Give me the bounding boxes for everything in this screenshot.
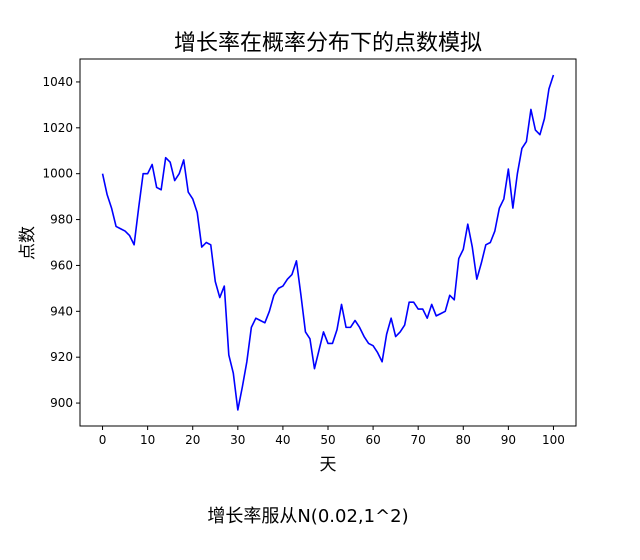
x-axis-ticks: 0 10 20 30 40 50 60 70 80 90 100 (99, 426, 565, 447)
y-tick-label: 940 (50, 304, 73, 318)
y-tick-label: 1000 (42, 167, 73, 181)
x-tick-label: 0 (99, 433, 107, 447)
x-axis-label: 天 (320, 455, 337, 475)
x-tick-label: 60 (365, 433, 380, 447)
x-tick-label: 10 (140, 433, 155, 447)
chart-caption: 增长率服从N(0.02,1^2) (207, 506, 408, 527)
plot-area: 0 10 20 30 40 50 60 70 80 90 100 90092094096098010… (42, 58, 577, 447)
y-tick-label: 1020 (42, 121, 73, 135)
y-tick-label: 1040 (42, 75, 73, 89)
series-line (101, 74, 555, 411)
chart-title: 增长率在概率分布下的点数模拟 (174, 31, 482, 56)
x-tick-label: 70 (411, 433, 426, 447)
y-axis-ticks: 900 920 940 960 980 1000 1020 1040 (42, 75, 80, 410)
x-tick-label: 80 (456, 433, 471, 447)
x-tick-label: 50 (320, 433, 335, 447)
x-tick-label: 30 (230, 433, 245, 447)
y-tick-label: 960 (50, 258, 73, 272)
y-tick-label: 900 (50, 396, 73, 410)
x-tick-label: 40 (275, 433, 290, 447)
y-tick-label: 980 (50, 213, 73, 227)
y-tick-label: 920 (50, 350, 73, 364)
x-tick-label: 20 (185, 433, 200, 447)
y-axis-label: 点数 (18, 226, 38, 260)
x-tick-label: 100 (542, 433, 565, 447)
x-tick-label: 90 (501, 433, 516, 447)
plot-frame (79, 58, 577, 427)
